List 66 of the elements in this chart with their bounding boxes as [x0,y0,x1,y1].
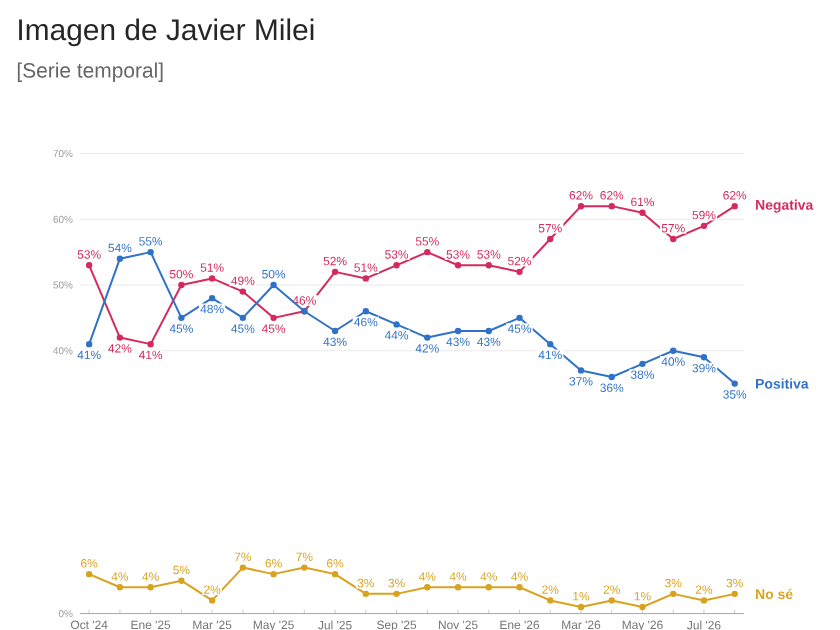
chart-title: Imagen de Javier Milei [19,18,314,47]
point [239,314,247,322]
point [239,288,247,295]
point [485,262,492,269]
point [393,262,400,269]
point [516,268,523,276]
point [731,202,738,210]
point [670,590,677,598]
point [670,235,677,243]
point [700,597,708,604]
point [547,235,554,243]
chart-subtitle: [Serie temporal] [17,62,163,82]
point [393,321,400,328]
point [85,262,93,269]
point [116,584,124,591]
point [147,340,154,348]
point [393,590,400,598]
point [239,564,247,571]
point [208,275,216,282]
point [85,570,93,578]
point [147,584,154,591]
point [639,603,646,611]
point [270,314,277,322]
point [731,590,738,598]
point [208,597,216,604]
point [147,248,154,256]
point [331,327,339,335]
point [485,327,492,335]
point [700,222,708,230]
point [454,327,462,335]
point [178,314,185,322]
point [362,590,370,598]
point [485,584,492,591]
point [639,360,646,368]
point [454,262,462,269]
point [577,367,585,374]
point [547,597,554,604]
point [670,347,677,354]
point [178,577,185,584]
point [301,564,308,571]
point [116,255,124,262]
point [577,603,585,611]
point [331,570,339,578]
point [608,202,615,210]
point [700,354,708,361]
point [516,584,523,591]
point [116,334,124,341]
point [516,314,523,322]
point [608,373,615,381]
point [454,584,462,591]
point [208,294,216,302]
point [547,340,554,348]
point [362,308,370,315]
point [424,248,431,256]
point [362,275,370,282]
point [639,209,646,216]
point [577,202,585,210]
point [424,584,431,591]
point [85,340,93,348]
point [331,268,339,276]
point [424,334,431,341]
point [731,380,738,387]
point [608,597,615,604]
point [178,281,185,289]
point [270,570,277,578]
point [270,281,277,289]
